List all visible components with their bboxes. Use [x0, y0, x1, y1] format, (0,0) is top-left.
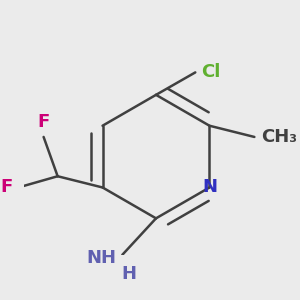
- Text: N: N: [202, 178, 217, 196]
- Text: H: H: [122, 265, 137, 283]
- Text: NH: NH: [87, 249, 117, 267]
- Text: F: F: [1, 178, 13, 196]
- Text: Cl: Cl: [201, 63, 220, 81]
- Text: CH₃: CH₃: [261, 128, 297, 146]
- Text: F: F: [38, 113, 50, 131]
